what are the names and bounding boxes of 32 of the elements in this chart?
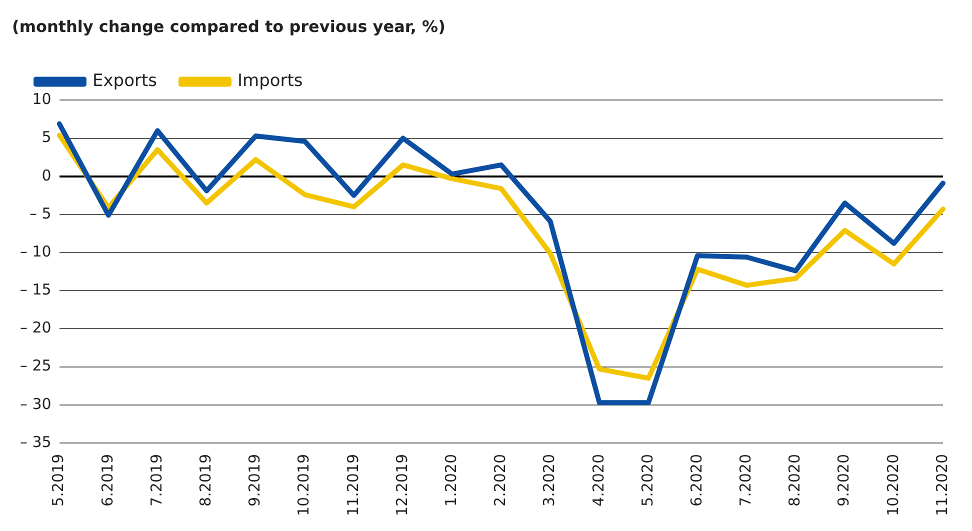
x-tick-label: 6.2020: [687, 454, 706, 506]
y-tick-label: 5: [42, 128, 52, 146]
x-tick-label: 7.2019: [147, 454, 166, 506]
x-tick-label: 1.2020: [442, 454, 460, 506]
x-tick-label: 9.2020: [834, 454, 853, 506]
y-tick-label: 0: [42, 166, 52, 184]
y-tick-label: – 30: [20, 394, 52, 413]
x-tick-label: 6.2019: [98, 454, 116, 506]
chart-title: (monthly change compared to previous year, %): [12, 16, 446, 36]
x-tick-label: 12.2019: [392, 454, 411, 516]
legend-label: Imports: [238, 71, 303, 92]
x-tick-label: 10.2019: [294, 454, 313, 516]
x-tick-label: 9.2019: [246, 454, 264, 506]
x-tick-label: 5.2019: [49, 454, 68, 506]
x-tick-label: 7.2020: [736, 454, 755, 506]
y-tick-label: – 5: [30, 204, 52, 222]
y-tick-label: – 20: [20, 318, 52, 337]
x-tick-label: 11.2020: [932, 454, 951, 516]
x-tick-label: 10.2020: [884, 454, 902, 516]
y-tick-label: – 35: [20, 432, 52, 451]
x-tick-label: 4.2020: [589, 454, 608, 506]
x-tick-label: 11.2019: [344, 454, 362, 516]
y-tick-label: – 15: [20, 280, 52, 299]
y-tick-label: 10: [32, 90, 52, 108]
y-tick-label: – 10: [20, 242, 52, 260]
y-tick-label: – 25: [20, 356, 52, 375]
x-tick-label: 5.2020: [638, 454, 656, 506]
x-tick-label: 3.2020: [540, 454, 558, 506]
x-tick-label: 8.2019: [196, 454, 215, 506]
x-tick-label: 8.2020: [786, 454, 804, 506]
x-tick-label: 2.2020: [491, 454, 510, 506]
legend-label: Exports: [92, 71, 158, 92]
